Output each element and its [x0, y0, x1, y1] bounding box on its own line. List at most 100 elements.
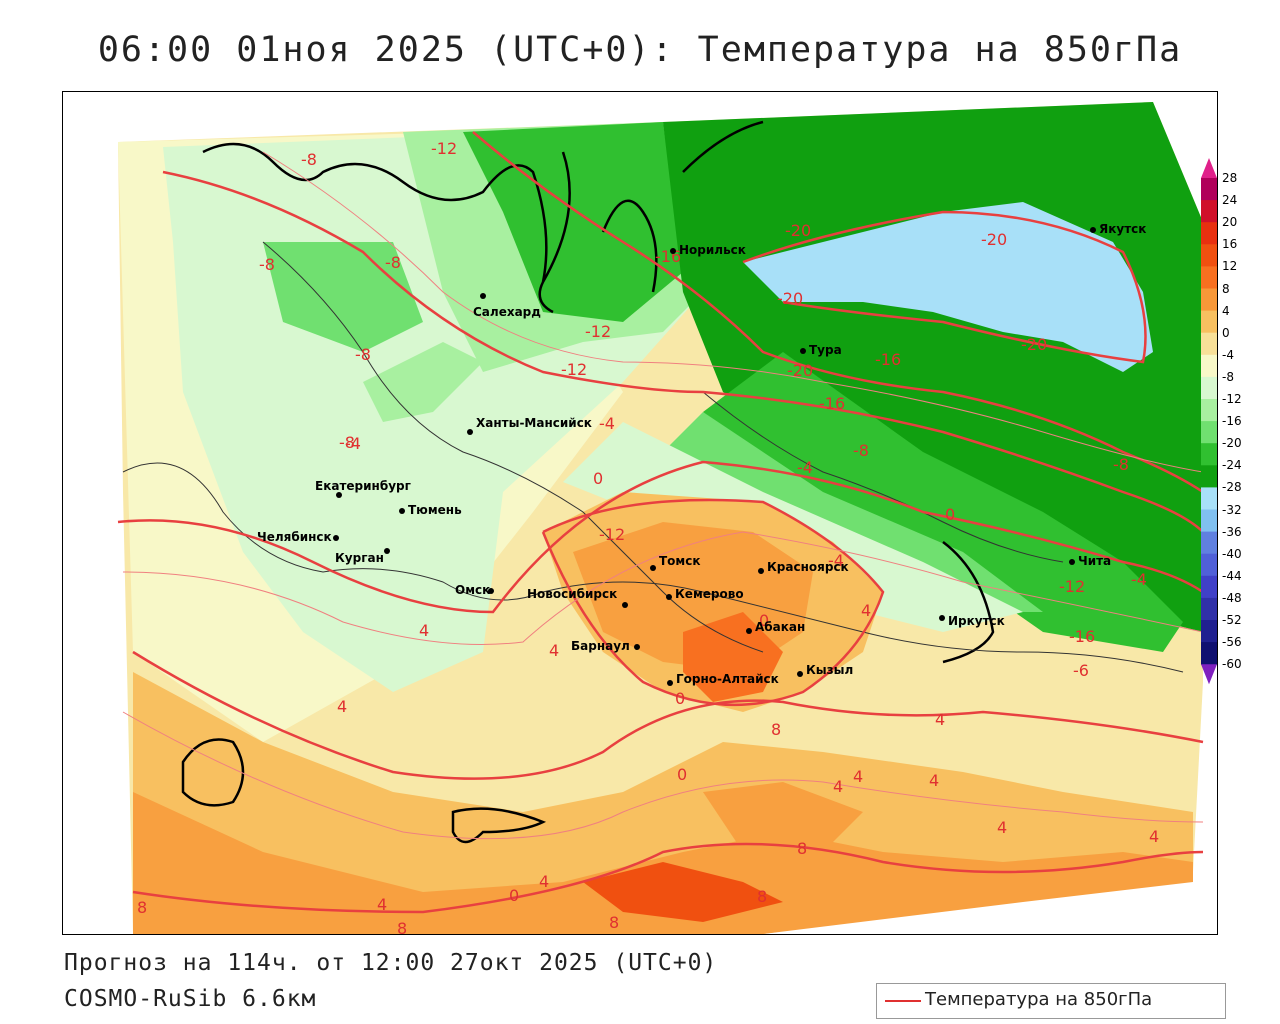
colorbar-tick-label: -28 [1222, 480, 1242, 495]
isoline-label: -8 [259, 255, 275, 274]
isoline-label: 4 [377, 895, 387, 914]
city-irkutsk: Иркутск [948, 614, 1005, 628]
city-kemerovo: Кемерово [675, 587, 744, 601]
city-dot [622, 602, 628, 608]
isoline-label: 0 [759, 611, 769, 630]
isoline-label: -20 [777, 289, 803, 308]
isoline-label: 0 [945, 505, 955, 524]
isoline-label: -20 [981, 230, 1007, 249]
city-chelyabinsk: Челябинск [257, 530, 332, 544]
isoline-label: 4 [337, 697, 347, 716]
isoline-label: -12 [1059, 577, 1085, 596]
city-markers: Салехард Норильск Якутск Тура Ханты-Манс… [257, 222, 1146, 686]
isoline-label: 8 [757, 887, 767, 906]
isoline-label: 4 [419, 621, 429, 640]
isoline-label: -8 [1113, 455, 1129, 474]
city-khanty-mansiysk: Ханты-Мансийск [476, 416, 592, 430]
city-abakan: Абакан [755, 620, 805, 634]
isoline-label: -16 [655, 247, 681, 266]
colorbar-tick-label: -12 [1222, 392, 1242, 406]
isoline-label: 4 [833, 777, 843, 796]
colorbar-swatch [1201, 620, 1217, 643]
isoline-label: -6 [1073, 661, 1089, 680]
map-canvas: -8 -12 -8 -8 -8 -8 -20 -16 -20 -20 -20 -… [63, 92, 1217, 934]
colorbar-swatch [1201, 222, 1217, 245]
temperature-map[interactable]: -8 -12 -8 -8 -8 -8 -20 -16 -20 -20 -20 -… [62, 91, 1218, 935]
legend-label: Температура на 850гПа [925, 989, 1153, 1010]
isoline-label: -12 [585, 322, 611, 341]
city-dot [670, 248, 676, 254]
city-dot [939, 615, 945, 621]
colorbar-tick-label: 4 [1222, 303, 1230, 318]
isoline-label: -8 [385, 253, 401, 272]
colorbar-tick-label: 16 [1222, 237, 1238, 252]
colorbar-swatch [1201, 310, 1217, 334]
city-dot [666, 594, 672, 600]
city-yakutsk: Якутск [1099, 222, 1146, 236]
city-dot [467, 429, 473, 435]
isoline-label: 0 [509, 886, 519, 905]
colorbar-max-arrow [1201, 158, 1217, 178]
isoline-label: -4 [797, 458, 813, 477]
colorbar-swatches [1201, 158, 1217, 685]
isoline-label: -8 [853, 441, 869, 460]
city-tyumen: Тюмень [408, 503, 462, 517]
colorbar-tick-label: 28 [1222, 171, 1238, 185]
colorbar-tick-label: -40 [1222, 546, 1242, 561]
city-dot [384, 548, 390, 554]
isoline-label: -8 [301, 150, 317, 169]
colorbar-swatch [1201, 332, 1217, 356]
colorbar-tick-label: -8 [1222, 369, 1234, 384]
city-dot [488, 588, 494, 594]
isoline-label: -8 [355, 345, 371, 364]
isoline-label: 4 [935, 710, 945, 729]
colorbar-swatch [1201, 178, 1217, 201]
city-dot [758, 568, 764, 574]
city-barnaul: Барнаул [571, 639, 630, 653]
isoline-label: 8 [609, 913, 619, 932]
city-krasnoyarsk: Красноярск [767, 560, 849, 574]
city-tomsk: Томск [659, 554, 701, 568]
colorbar-swatch [1201, 376, 1217, 400]
isoline-label: -12 [599, 525, 625, 544]
model-info: COSMO-RuSib 6.6км [64, 986, 317, 1012]
colorbar-swatch [1201, 575, 1217, 599]
colorbar-swatch [1201, 597, 1217, 621]
isoline-label: -8 [339, 433, 355, 452]
city-kurgan: Курган [335, 551, 384, 565]
colorbar-swatch [1201, 509, 1217, 533]
city-dot [800, 348, 806, 354]
colorbar-swatch [1201, 531, 1217, 555]
isoline-label: 4 [539, 872, 549, 891]
colorbar-swatch [1201, 399, 1217, 422]
colorbar-tick-label: -60 [1222, 657, 1242, 672]
colorbar-tick-label: 8 [1222, 281, 1230, 296]
map-legend: Температура на 850гПа [876, 983, 1226, 1019]
isoline-label: 4 [861, 601, 871, 620]
city-dot [480, 293, 486, 299]
city-dot [797, 671, 803, 677]
city-norilsk: Норильск [679, 243, 746, 257]
colorbar-tick-label: -24 [1222, 458, 1242, 473]
colorbar-tick-label: -4 [1222, 347, 1234, 362]
isoline-label: -4 [345, 434, 361, 453]
city-kyzyl: Кызыл [806, 663, 853, 677]
city-dot [667, 680, 673, 686]
isoline-label: 8 [137, 898, 147, 917]
city-novosibirsk: Новосибирск [527, 587, 617, 601]
city-omsk: Омск [455, 583, 490, 597]
city-dot [336, 492, 342, 498]
isoline-label: 4 [997, 818, 1007, 837]
colorbar-swatch [1201, 244, 1217, 267]
map-title: 06:00 01ноя 2025 (UTC+0): Температура на… [97, 30, 1183, 70]
colorbar-tick-label: -36 [1222, 524, 1242, 539]
colorbar-tick-label: 24 [1222, 193, 1238, 208]
legend-line-swatch [885, 1000, 921, 1002]
colorbar-tick-label: -56 [1222, 635, 1242, 650]
isoline-label: 4 [549, 641, 559, 660]
colorbar-swatch [1201, 642, 1217, 665]
isoline-label: -12 [561, 360, 587, 379]
colorbar-swatch [1201, 266, 1217, 289]
forecast-info: Прогноз на 114ч. от 12:00 27окт 2025 (UT… [64, 950, 718, 976]
colorbar-swatch [1201, 487, 1217, 510]
